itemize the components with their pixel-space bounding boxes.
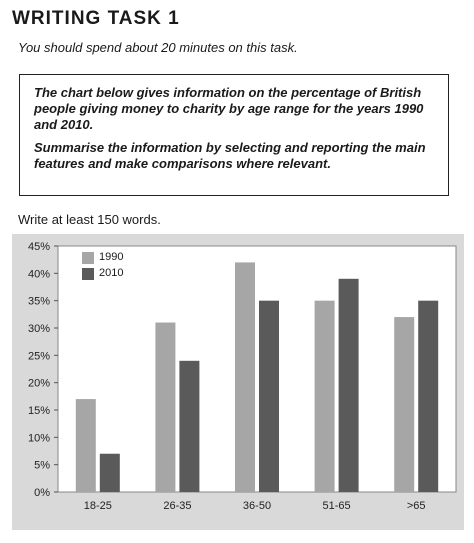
bar-1990-65 [394, 317, 415, 492]
y-tick-label: 20% [28, 378, 50, 390]
bar-1990-3650 [235, 262, 255, 492]
y-tick-label: 45% [28, 241, 50, 253]
plot-area [57, 245, 457, 493]
chart-panel: 0% 5% 10% 15% 20% 25% 30% 35% 40% 45% 18-25 26-35 36… [12, 234, 464, 530]
x-tick-label: 26-35 [163, 500, 191, 512]
bar-2010-1825 [99, 453, 120, 492]
bar-1990-2635 [155, 322, 176, 492]
task-box: The chart below gives information on the… [19, 74, 449, 196]
y-tick-label: 30% [28, 323, 50, 335]
x-tick-label: 18-25 [84, 500, 112, 512]
x-tick-label: 36-50 [243, 500, 271, 512]
bar-2010-2635 [179, 360, 200, 492]
bar-2010-65 [418, 300, 439, 492]
y-tick-label: 35% [28, 296, 50, 308]
y-tick-label: 0% [34, 487, 50, 499]
chart-legend: 1990 2010 [82, 251, 123, 283]
word-count-note: Write at least 150 words. [18, 212, 161, 227]
x-tick-label: >65 [407, 500, 426, 512]
y-tick-label: 10% [28, 432, 50, 444]
bar-2010-5165 [338, 278, 359, 492]
task-description: The chart below gives information on the… [34, 85, 424, 132]
x-tick-label: 51-65 [323, 500, 351, 512]
bar-1990-1825 [75, 399, 96, 492]
legend-label-1990: 1990 [99, 251, 124, 263]
legend-swatch-2010 [82, 267, 94, 280]
y-tick-label: 5% [34, 460, 50, 472]
y-tick-label: 15% [28, 405, 50, 417]
task-instruction: You should spend about 20 minutes on thi… [18, 40, 298, 55]
legend-entry-1990: 1990 [82, 251, 123, 264]
legend-label-2010: 2010 [99, 267, 124, 279]
bar-chart: 0% 5% 10% 15% 20% 25% 30% 35% 40% 45% 18-25 26-35 36… [28, 241, 457, 512]
bar-1990-5165 [314, 300, 335, 492]
bar-2010-3650 [259, 300, 279, 492]
legend-entry-2010: 2010 [82, 267, 123, 280]
task-title: WRITING TASK 1 [12, 8, 180, 29]
task-prompt: Summarise the information by selecting a… [34, 140, 426, 171]
y-tick-label: 40% [28, 268, 50, 280]
y-tick-label: 25% [28, 350, 50, 362]
legend-swatch-1990 [82, 251, 94, 264]
